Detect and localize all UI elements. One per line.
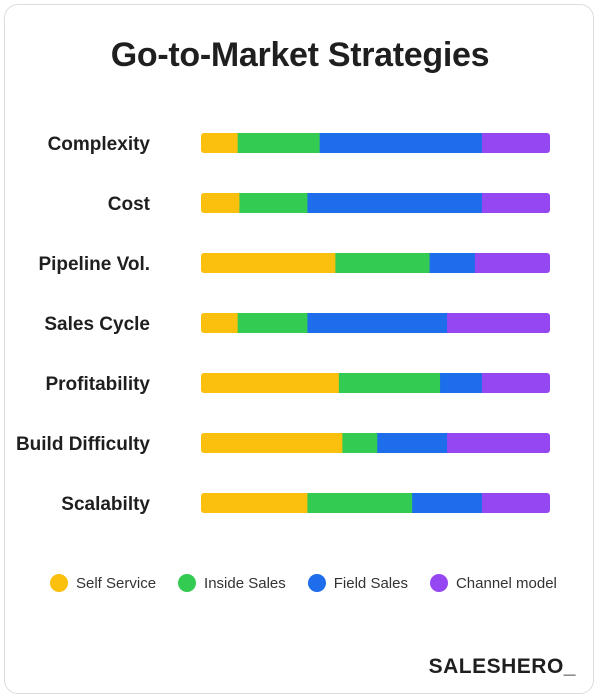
- bar-segment: [440, 373, 483, 393]
- bar-group: [201, 133, 550, 153]
- bar-group: [201, 493, 550, 513]
- bar-segment: [201, 433, 343, 453]
- bar-segment: [377, 433, 448, 453]
- bar-segment: [201, 253, 336, 273]
- bar-segment: [307, 193, 483, 213]
- bar-segment: [447, 433, 550, 453]
- bar-segment: [237, 313, 308, 333]
- legend-swatch: [429, 574, 448, 592]
- bar-segment: [201, 193, 240, 213]
- bar-segment: [239, 193, 308, 213]
- chart-title: Go-to-Market Strategies: [110, 36, 490, 74]
- legend-item: Self Service: [50, 574, 156, 592]
- bar-segment: [474, 253, 550, 273]
- category-label: Profitability: [45, 374, 150, 395]
- legend-item: Channel model: [429, 574, 557, 592]
- bar-group: [201, 193, 550, 213]
- bar-segment: [342, 433, 378, 453]
- bar-segment: [201, 313, 239, 333]
- bar-segment: [201, 373, 340, 393]
- category-label: Sales Cycle: [44, 314, 150, 335]
- legend-label: Inside Sales: [204, 574, 286, 592]
- bar-segment: [307, 493, 413, 513]
- category-label: Pipeline Vol.: [38, 254, 150, 275]
- brand-logo: SALESHERO_: [428, 655, 576, 678]
- bar-segment: [201, 493, 308, 513]
- legend-label: Channel model: [455, 574, 557, 592]
- bar-segment: [237, 133, 321, 153]
- bar-segment: [319, 133, 483, 153]
- chart-card: [4, 4, 594, 694]
- bar-segment: [481, 133, 550, 153]
- bar-group: [201, 253, 550, 273]
- bar-segment: [335, 253, 431, 273]
- legend-item: Inside Sales: [178, 574, 286, 592]
- legend-label: Field Sales: [333, 574, 408, 592]
- category-label: Build Difficulty: [16, 434, 150, 455]
- bar-segment: [481, 373, 550, 393]
- legend: Self Service Inside Sales Field Sales Chann…: [50, 572, 579, 594]
- legend-swatch: [50, 574, 68, 592]
- bar-group: [201, 433, 550, 453]
- bar-segment: [412, 493, 483, 513]
- category-label: Cost: [108, 194, 151, 215]
- bar-segment: [338, 373, 441, 393]
- stacked-bar-chart: Complexity Cost Pipeline Vol. Sales Cycle Pr…: [16, 133, 550, 515]
- bar-group: [201, 313, 550, 333]
- bar-group: [201, 373, 550, 393]
- bar-segment: [481, 493, 550, 513]
- category-label: Scalabilty: [61, 494, 150, 515]
- bar-segment: [481, 193, 550, 213]
- legend-item: Field Sales: [307, 574, 408, 592]
- category-label: Complexity: [48, 134, 151, 155]
- legend-label: Self Service: [76, 574, 157, 592]
- legend-swatch: [178, 574, 197, 592]
- bar-segment: [307, 313, 448, 333]
- legend-swatch: [307, 574, 326, 592]
- bar-segment: [447, 313, 550, 333]
- bar-segment: [429, 253, 476, 273]
- bar-segment: [201, 133, 239, 153]
